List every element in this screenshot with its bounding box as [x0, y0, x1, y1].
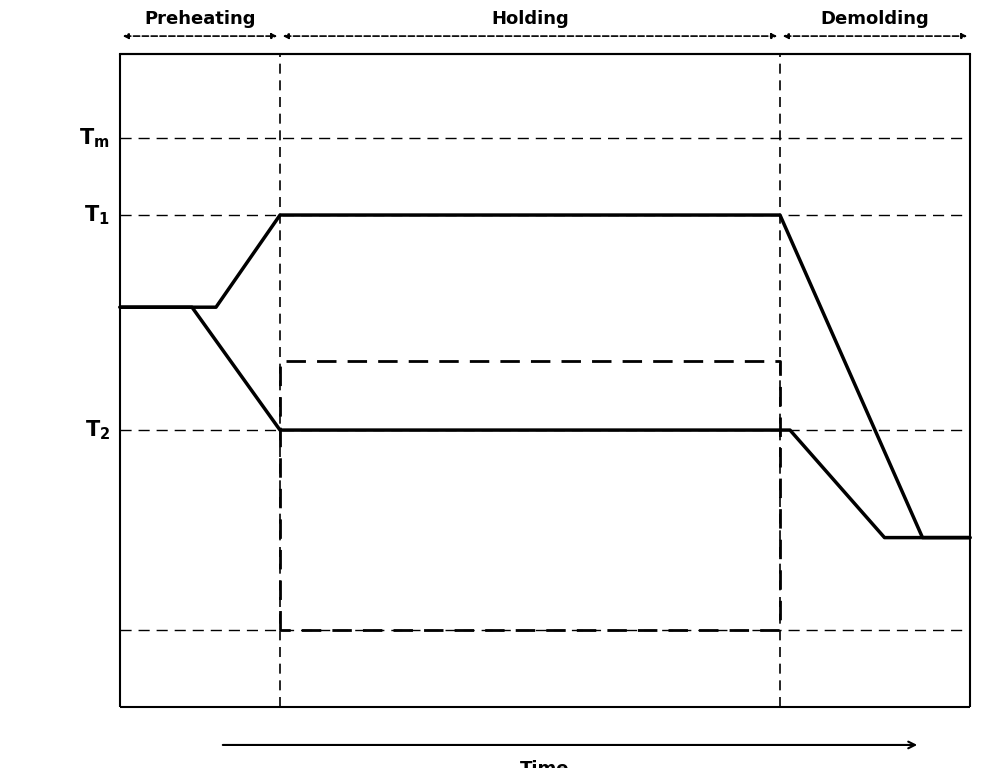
Text: $\mathbf{T_2}$: $\mathbf{T_2}$: [85, 419, 110, 442]
Text: Preheating: Preheating: [144, 10, 256, 28]
Text: $\mathbf{T_m}$: $\mathbf{T_m}$: [79, 127, 110, 150]
Text: Time: Time: [520, 760, 570, 768]
Text: Holding: Holding: [491, 10, 569, 28]
Text: $\mathbf{T_1}$: $\mathbf{T_1}$: [84, 204, 110, 227]
Text: Demolding: Demolding: [821, 10, 929, 28]
